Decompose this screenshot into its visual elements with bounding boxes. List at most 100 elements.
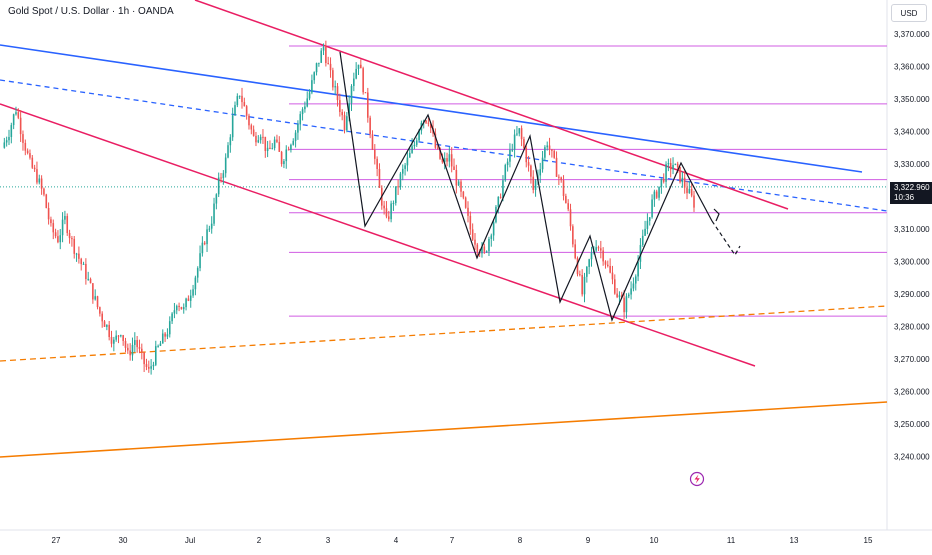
candle-body bbox=[576, 258, 579, 275]
candle-body bbox=[152, 364, 155, 367]
x-tick-label: 13 bbox=[790, 536, 799, 545]
candle-body bbox=[94, 296, 96, 300]
y-tick-label: 3,270.000 bbox=[894, 355, 930, 364]
candle-body bbox=[360, 64, 362, 69]
candle-body bbox=[565, 195, 567, 204]
candle-body bbox=[255, 135, 257, 143]
candle-body bbox=[318, 62, 320, 64]
candle-body bbox=[690, 188, 693, 196]
candle-body bbox=[534, 180, 537, 190]
candle-body bbox=[182, 307, 185, 310]
candle-body bbox=[665, 164, 667, 182]
candle-body bbox=[502, 180, 504, 198]
candle-body bbox=[357, 64, 360, 69]
candle-body bbox=[297, 124, 299, 133]
candle-body bbox=[567, 203, 569, 210]
candle-body bbox=[558, 176, 560, 178]
y-tick-label: 3,330.000 bbox=[894, 160, 930, 169]
candle-body bbox=[387, 216, 390, 220]
candle-body bbox=[401, 168, 404, 174]
candle-body bbox=[252, 129, 255, 136]
candle-body bbox=[609, 265, 611, 273]
candle-body bbox=[339, 100, 341, 112]
candle-body bbox=[651, 199, 653, 218]
candle-body bbox=[220, 177, 222, 179]
candle-body bbox=[108, 324, 110, 337]
candle-body bbox=[89, 278, 92, 284]
candle-body bbox=[129, 350, 131, 356]
lightning-icon[interactable] bbox=[689, 471, 705, 487]
candle-body bbox=[516, 133, 518, 135]
candle-body bbox=[362, 68, 364, 93]
candle-body bbox=[332, 70, 334, 88]
x-tick-label: 9 bbox=[586, 536, 591, 545]
candle-body bbox=[648, 217, 651, 221]
candle-body bbox=[180, 306, 183, 310]
y-tick-label: 3,340.000 bbox=[894, 128, 930, 137]
candle-body bbox=[669, 163, 672, 170]
candle-body bbox=[173, 310, 176, 314]
candle-body bbox=[262, 136, 264, 138]
candle-body bbox=[320, 50, 323, 63]
candle-body bbox=[562, 180, 565, 196]
candle-body bbox=[52, 223, 55, 233]
candle-body bbox=[141, 348, 143, 353]
candle-body bbox=[292, 140, 295, 145]
candle-body bbox=[145, 364, 148, 367]
candle-body bbox=[87, 278, 90, 280]
candle-body bbox=[485, 251, 488, 253]
candle-body bbox=[287, 149, 290, 151]
candle-body bbox=[15, 112, 17, 115]
candle-body bbox=[115, 335, 117, 340]
x-tick-label: Jul bbox=[185, 536, 195, 545]
candle-body bbox=[374, 149, 376, 159]
candle-body bbox=[57, 236, 59, 243]
candle-body bbox=[346, 116, 348, 131]
candle-body bbox=[92, 283, 94, 300]
candle-body bbox=[257, 140, 260, 143]
candle-body bbox=[189, 295, 192, 301]
candle-body bbox=[196, 268, 199, 278]
candle-body bbox=[667, 163, 670, 165]
candle-body bbox=[299, 114, 302, 125]
currency-button[interactable]: USD bbox=[891, 4, 927, 22]
candle-body bbox=[492, 222, 495, 236]
candle-body bbox=[194, 277, 197, 290]
candle-body bbox=[99, 307, 101, 314]
candle-body bbox=[483, 246, 486, 252]
candle-body bbox=[59, 235, 62, 243]
candle-body bbox=[427, 122, 430, 124]
candle-body bbox=[476, 244, 479, 252]
candle-body bbox=[672, 164, 674, 170]
candle-body bbox=[579, 274, 581, 276]
bar-countdown: 10:36 bbox=[894, 193, 915, 202]
candle-body bbox=[450, 154, 453, 167]
candle-body bbox=[618, 295, 621, 298]
candle-body bbox=[222, 173, 225, 179]
candle-body bbox=[290, 144, 292, 150]
candle-body bbox=[17, 112, 20, 118]
candle-body bbox=[453, 166, 455, 170]
candle-body bbox=[434, 133, 437, 148]
candle-body bbox=[574, 244, 576, 259]
candle-body bbox=[117, 335, 120, 337]
candle-body bbox=[551, 149, 553, 151]
candle-body bbox=[217, 177, 220, 195]
candle-body bbox=[168, 321, 171, 335]
x-tick-label: 10 bbox=[650, 536, 659, 545]
candle-body bbox=[662, 178, 665, 182]
candle-body bbox=[150, 366, 152, 369]
candle-body bbox=[688, 188, 691, 194]
candle-body bbox=[325, 47, 327, 64]
candle-body bbox=[569, 209, 572, 227]
candle-body bbox=[3, 142, 6, 148]
candle-body bbox=[674, 163, 677, 165]
candle-body bbox=[157, 345, 159, 347]
candle-body bbox=[602, 250, 604, 262]
candle-body bbox=[273, 139, 276, 149]
candle-body bbox=[31, 157, 34, 168]
candle-body bbox=[658, 186, 660, 198]
candle-body bbox=[637, 261, 639, 277]
